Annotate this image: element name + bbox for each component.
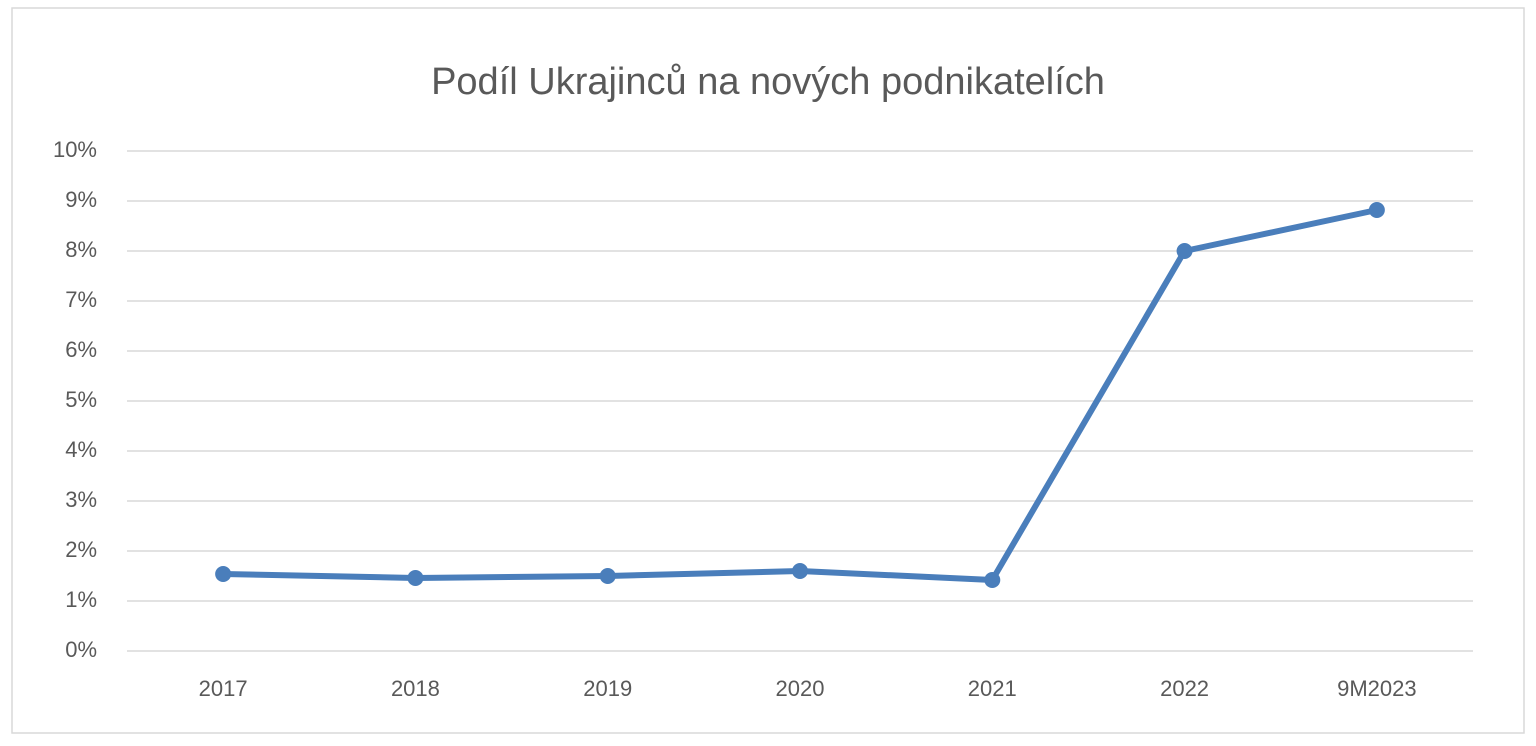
- data-point: [1368, 202, 1385, 218]
- chart-title: Podíl Ukrajinců na nových podnikatelích: [431, 61, 1105, 103]
- y-tick-label: 10%: [53, 137, 97, 162]
- data-point: [1176, 243, 1193, 259]
- data-point: [407, 570, 424, 586]
- y-tick-label: 4%: [65, 437, 97, 462]
- x-tick-label: 2017: [199, 676, 248, 701]
- y-tick-label: 5%: [65, 387, 97, 412]
- y-tick-label: 2%: [65, 537, 97, 562]
- chart-frame: [11, 7, 1525, 734]
- y-tick-label: 8%: [65, 237, 97, 262]
- y-tick-label: 1%: [65, 587, 97, 612]
- y-tick-label: 7%: [65, 287, 97, 312]
- x-tick-label: 2020: [776, 676, 825, 701]
- y-tick-label: 9%: [65, 187, 97, 212]
- y-tick-label: 0%: [65, 637, 97, 662]
- x-tick-label: 2018: [391, 676, 440, 701]
- data-point: [792, 563, 808, 579]
- data-point: [215, 566, 232, 582]
- y-tick-label: 3%: [65, 487, 97, 512]
- x-tick-label: 2019: [583, 676, 632, 701]
- y-tick-label: 6%: [65, 337, 97, 362]
- data-point: [599, 568, 616, 584]
- x-tick-label: 9M2023: [1337, 676, 1417, 701]
- data-point: [984, 572, 1001, 588]
- x-tick-label: 2022: [1160, 676, 1209, 701]
- x-tick-label: 2021: [968, 676, 1017, 701]
